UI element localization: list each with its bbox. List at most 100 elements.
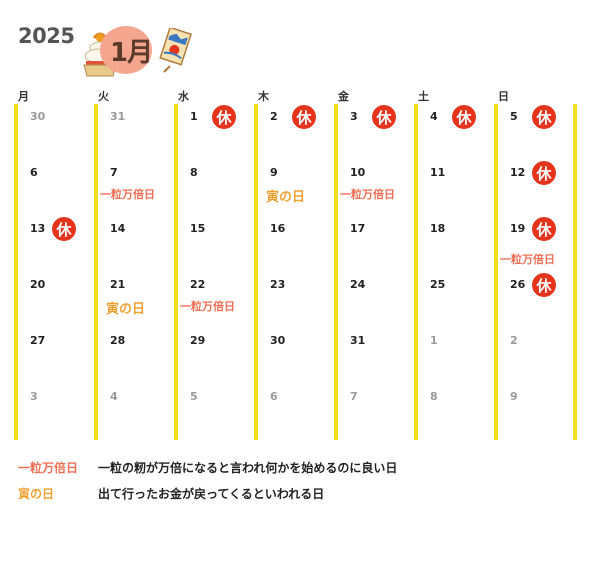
day-number: 30: [30, 110, 46, 123]
column-divider: [174, 104, 178, 440]
holiday-badge: 休: [532, 105, 556, 129]
day-cell[interactable]: 8: [178, 160, 256, 216]
column-divider: [254, 104, 258, 440]
day-cell[interactable]: 31: [98, 104, 176, 160]
day-cell[interactable]: 10 一粒万倍日: [338, 160, 416, 216]
column-divider: [94, 104, 98, 440]
day-cell[interactable]: 1: [418, 328, 496, 384]
day-number: 3: [350, 110, 358, 123]
weekday-label: 火: [98, 90, 109, 103]
day-cell[interactable]: 6: [258, 384, 336, 440]
day-cell[interactable]: 14: [98, 216, 176, 272]
ichiryu-manbai-label: 一粒万倍日: [100, 188, 155, 201]
month-label: 1月: [110, 38, 153, 68]
day-cell[interactable]: 12 休: [498, 160, 576, 216]
day-number: 15: [190, 222, 206, 235]
day-cell[interactable]: 24: [338, 272, 416, 328]
weekday-column: 金: [334, 88, 414, 440]
day-cell[interactable]: 4: [98, 384, 176, 440]
day-cell[interactable]: 27: [18, 328, 96, 384]
day-number: 4: [110, 390, 118, 403]
day-cell[interactable]: 2: [498, 328, 576, 384]
day-cell[interactable]: 28: [98, 328, 176, 384]
day-cell[interactable]: 5: [178, 384, 256, 440]
holiday-badge: 休: [212, 105, 236, 129]
day-cell[interactable]: 7 一粒万倍日: [98, 160, 176, 216]
day-number: 31: [110, 110, 126, 123]
kite-icon: [159, 28, 192, 73]
tora-no-hi-label: 寅の日: [266, 190, 306, 205]
day-cell[interactable]: 8: [418, 384, 496, 440]
day-number: 12: [510, 166, 526, 179]
day-cell[interactable]: 13 休: [18, 216, 96, 272]
column-divider: [414, 104, 418, 440]
ichiryu-manbai-label: 一粒万倍日: [500, 253, 555, 266]
day-number: 26: [510, 278, 526, 291]
weekday-column: 火: [94, 88, 174, 440]
tora-no-hi-label: 寅の日: [106, 302, 146, 317]
weekday-column: 水: [174, 88, 254, 440]
day-cell[interactable]: 3: [18, 384, 96, 440]
day-number: 21: [110, 278, 126, 291]
day-number: 16: [270, 222, 286, 235]
day-cell[interactable]: 23: [258, 272, 336, 328]
day-number: 31: [350, 334, 366, 347]
day-cell[interactable]: 31: [338, 328, 416, 384]
day-number: 6: [270, 390, 278, 403]
day-cell[interactable]: 18: [418, 216, 496, 272]
day-number: 3: [30, 390, 38, 403]
day-cell[interactable]: 7: [338, 384, 416, 440]
day-cell[interactable]: 22 一粒万倍日: [178, 272, 256, 328]
day-number: 7: [350, 390, 358, 403]
holiday-badge: 休: [452, 105, 476, 129]
day-cell[interactable]: 9: [498, 384, 576, 440]
day-number: 30: [270, 334, 286, 347]
day-number: 10: [350, 166, 366, 179]
holiday-badge: 休: [292, 105, 316, 129]
day-number: 11: [430, 166, 446, 179]
day-cell[interactable]: 26 休: [498, 272, 576, 328]
day-cell[interactable]: 9 寅の日: [258, 160, 336, 216]
day-number: 22: [190, 278, 206, 291]
day-cell[interactable]: 15: [178, 216, 256, 272]
legend-key: 一粒万倍日: [18, 461, 79, 475]
day-number: 2: [270, 110, 278, 123]
month-bubble: [100, 26, 152, 74]
day-number: 7: [110, 166, 118, 179]
day-cell[interactable]: 20: [18, 272, 96, 328]
weekday-column: 木: [254, 88, 334, 440]
day-cell[interactable]: 19 休一粒万倍日: [498, 216, 576, 272]
day-cell[interactable]: 30: [18, 104, 96, 160]
day-number: 5: [510, 110, 518, 123]
day-cell[interactable]: 21 寅の日: [98, 272, 176, 328]
day-number: 2: [510, 334, 518, 347]
day-cell[interactable]: 29: [178, 328, 256, 384]
day-cell[interactable]: 16: [258, 216, 336, 272]
weekday-label: 日: [498, 90, 509, 103]
day-number: 8: [190, 166, 198, 179]
weekday-label: 木: [258, 90, 269, 103]
weekday-label: 土: [418, 90, 429, 103]
legend-desc: 一粒の籾が万倍になると言われ何かを始めるのに良い日: [98, 461, 398, 475]
weekday-column: 月: [14, 88, 94, 440]
day-number: 6: [30, 166, 38, 179]
weekday-label: 月: [18, 90, 29, 103]
day-cell[interactable]: 11: [418, 160, 496, 216]
day-number: 9: [510, 390, 518, 403]
day-cell[interactable]: 17: [338, 216, 416, 272]
month-header: 1月: [78, 26, 200, 78]
holiday-badge: 休: [532, 161, 556, 185]
day-number: 18: [430, 222, 446, 235]
day-cell[interactable]: 6: [18, 160, 96, 216]
day-cell[interactable]: 30: [258, 328, 336, 384]
column-divider: [14, 104, 18, 440]
day-cell[interactable]: 25: [418, 272, 496, 328]
holiday-badge: 休: [532, 217, 556, 241]
day-number: 27: [30, 334, 46, 347]
day-number: 17: [350, 222, 366, 235]
